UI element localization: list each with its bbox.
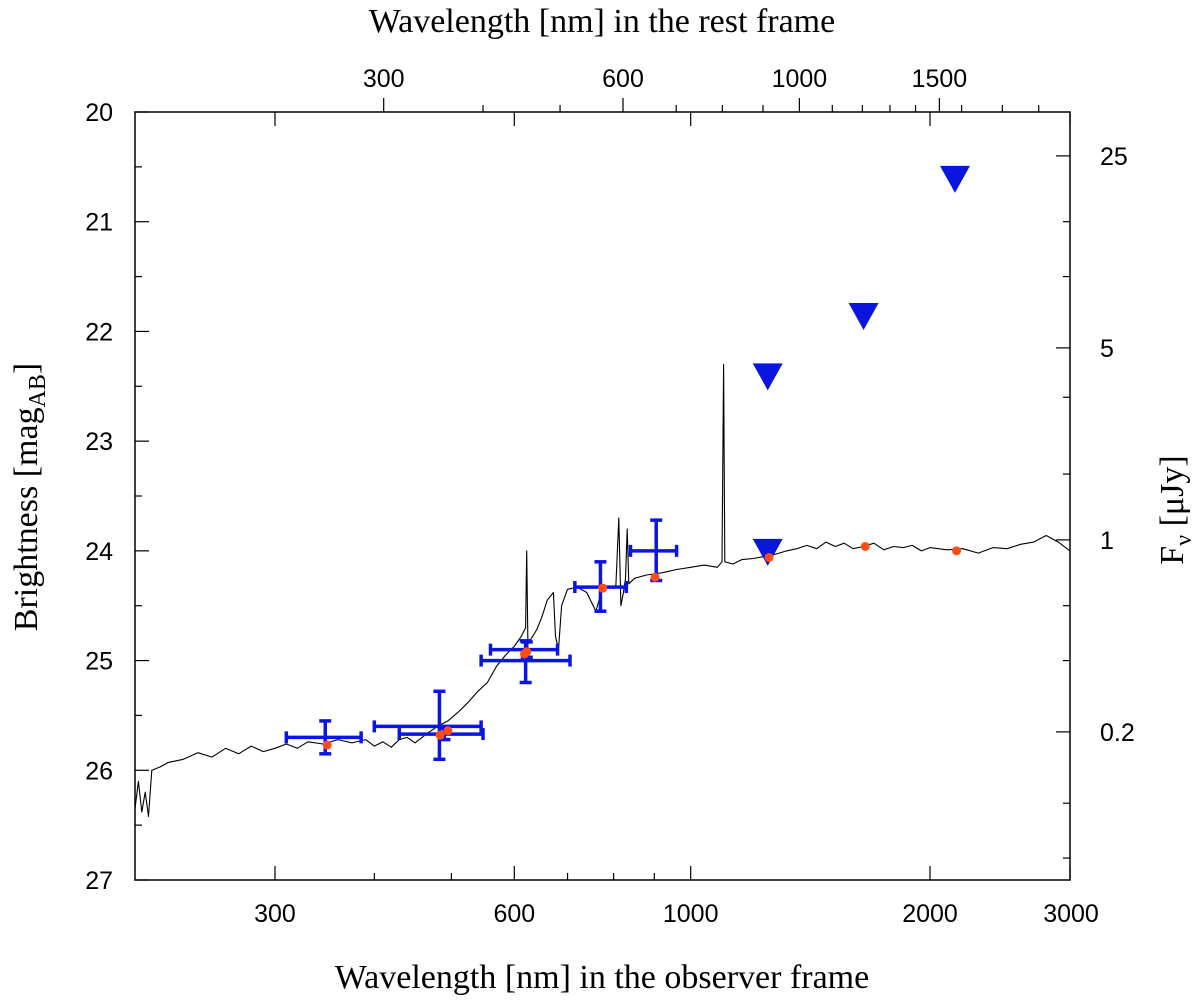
x-tick-label: 3000 — [1043, 900, 1099, 928]
right-tick-label: 1 — [1100, 527, 1114, 555]
right-axis-title-rest: [μJy] — [1154, 455, 1191, 535]
x-tick-label: 300 — [254, 900, 296, 928]
y-tick-label: 25 — [85, 648, 113, 676]
right-tick-label: 25 — [1100, 143, 1128, 171]
top-tick-label: 1000 — [772, 65, 828, 93]
y-axis-title: Brightness [magAB] — [8, 363, 51, 631]
model-point — [952, 546, 962, 556]
model-point — [860, 541, 870, 551]
top-tick-label: 600 — [602, 65, 644, 93]
model-point — [322, 740, 332, 750]
right-axis-title: Fν [μJy] — [1154, 455, 1197, 564]
model-point — [522, 647, 532, 657]
plot-frame — [134, 111, 1071, 881]
top-axis-title: Wavelength [nm] in the rest frame — [369, 3, 835, 40]
right-tick-label: 5 — [1100, 335, 1114, 363]
y-tick-label: 27 — [85, 867, 113, 895]
axis-tick-labels: 300 600 1000 2000 3000 300 600 1000 1500 20 21 22 23… — [85, 65, 1135, 928]
y-tick-label: 26 — [85, 757, 113, 785]
y-tick-label: 21 — [85, 209, 113, 237]
upper-limit-triangle — [752, 363, 783, 391]
right-tick-label: 0.2 — [1100, 719, 1135, 747]
x-tick-label: 2000 — [902, 900, 958, 928]
model-point — [764, 552, 774, 562]
y-tick-label: 20 — [85, 99, 113, 127]
axis-ticks — [135, 98, 1071, 881]
x-axis-title: Wavelength [nm] in the observer frame — [335, 959, 869, 996]
y-tick-label: 23 — [85, 428, 113, 456]
x-tick-label: 1000 — [663, 900, 719, 928]
y-axis-title-close: ] — [8, 363, 45, 374]
upper-limit-triangle — [848, 302, 879, 330]
upper-limit-triangle — [752, 538, 783, 566]
errorbar-point — [573, 560, 629, 613]
y-axis-title-sub: AB — [25, 374, 51, 407]
top-tick-label: 1500 — [912, 65, 968, 93]
model-point — [650, 572, 660, 582]
errorbar-point — [372, 689, 483, 762]
errorbar-point — [284, 719, 363, 756]
model-point — [435, 730, 445, 740]
y-tick-label: 22 — [85, 318, 113, 346]
top-tick-label: 300 — [363, 65, 405, 93]
y-axis-title-main: Brightness [mag — [8, 407, 45, 631]
upper-limit-triangle — [939, 165, 970, 193]
data-series — [134, 165, 1071, 817]
model-point — [598, 583, 608, 593]
y-tick-label: 24 — [85, 538, 113, 566]
x-tick-label: 600 — [493, 900, 535, 928]
right-axis-title-sub: ν — [1171, 535, 1197, 546]
model-point — [443, 726, 453, 736]
right-axis-title-main: F — [1154, 546, 1191, 565]
errorbar-point — [479, 639, 572, 685]
